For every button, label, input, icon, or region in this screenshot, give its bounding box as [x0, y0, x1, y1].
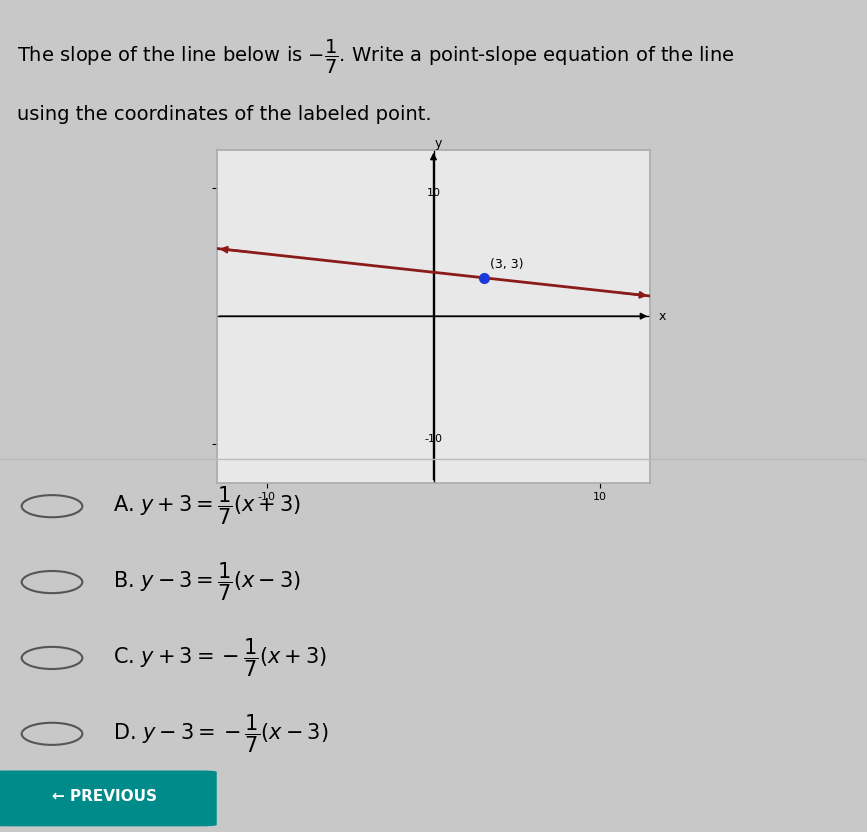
Text: -10: -10 — [425, 434, 442, 444]
Text: C. $y+3=-\dfrac{1}{7}(x+3)$: C. $y+3=-\dfrac{1}{7}(x+3)$ — [113, 636, 327, 679]
Text: x: x — [659, 310, 666, 323]
Text: ← PREVIOUS: ← PREVIOUS — [51, 789, 157, 805]
FancyBboxPatch shape — [0, 770, 217, 826]
Text: 10: 10 — [427, 188, 440, 198]
Text: The slope of the line below is $-\dfrac{1}{7}$. Write a point-slope equation of : The slope of the line below is $-\dfrac{… — [17, 37, 735, 76]
Text: using the coordinates of the labeled point.: using the coordinates of the labeled poi… — [17, 105, 432, 124]
Text: D. $y-3=-\dfrac{1}{7}(x-3)$: D. $y-3=-\dfrac{1}{7}(x-3)$ — [113, 712, 329, 755]
Text: (3, 3): (3, 3) — [490, 258, 524, 270]
Text: B. $y-3=\dfrac{1}{7}(x-3)$: B. $y-3=\dfrac{1}{7}(x-3)$ — [113, 561, 301, 603]
Text: y: y — [435, 136, 442, 150]
Text: A. $y+3=\dfrac{1}{7}(x+3)$: A. $y+3=\dfrac{1}{7}(x+3)$ — [113, 485, 301, 527]
